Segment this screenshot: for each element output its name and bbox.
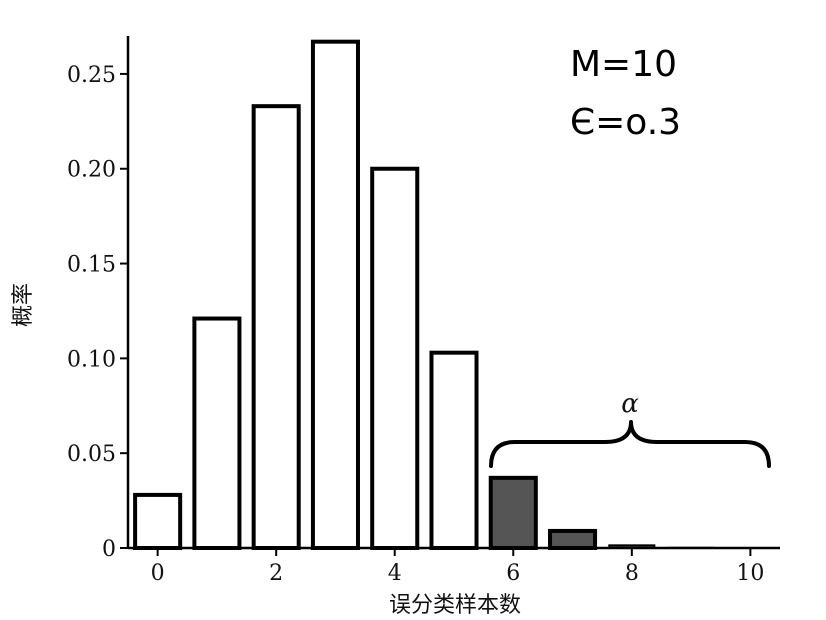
annotation-epsilon: Є=o.3 — [570, 102, 681, 143]
y-tick-label: 0.10 — [67, 347, 116, 372]
tail-brace — [489, 420, 771, 468]
bar-2 — [251, 104, 301, 550]
y-axis-title: 概率 — [11, 283, 36, 327]
bars-group — [133, 39, 715, 551]
bar-3 — [310, 39, 360, 550]
y-tick-label: 0.20 — [67, 158, 116, 183]
x-tick-label: 4 — [388, 561, 402, 586]
y-ticks-group: 0 0.05 0.10 0.15 0.20 0.25 — [67, 63, 128, 562]
y-tick-label: 0.25 — [67, 63, 116, 88]
bar-0 — [133, 492, 183, 551]
bar-1 — [192, 316, 242, 551]
x-tick-label: 6 — [506, 561, 520, 586]
bar-4 — [370, 166, 420, 550]
x-axis-title: 误分类样本数 — [389, 593, 521, 618]
brace-label-alpha: α — [621, 389, 639, 419]
y-tick-label: 0.05 — [67, 442, 116, 467]
bar-6 — [488, 475, 538, 550]
x-tick-label: 0 — [151, 561, 165, 586]
x-tick-label: 8 — [625, 561, 639, 586]
bar-5 — [429, 350, 479, 550]
y-tick-label: 0.15 — [67, 253, 116, 278]
x-ticks-group: 0 2 4 6 8 10 — [151, 548, 764, 586]
annotation-m: M=10 — [570, 44, 677, 85]
x-tick-label: 10 — [736, 561, 764, 586]
axes-group — [126, 36, 780, 550]
x-tick-label: 2 — [269, 561, 283, 586]
bar-7 — [548, 528, 598, 551]
y-tick-label: 0 — [102, 537, 116, 562]
